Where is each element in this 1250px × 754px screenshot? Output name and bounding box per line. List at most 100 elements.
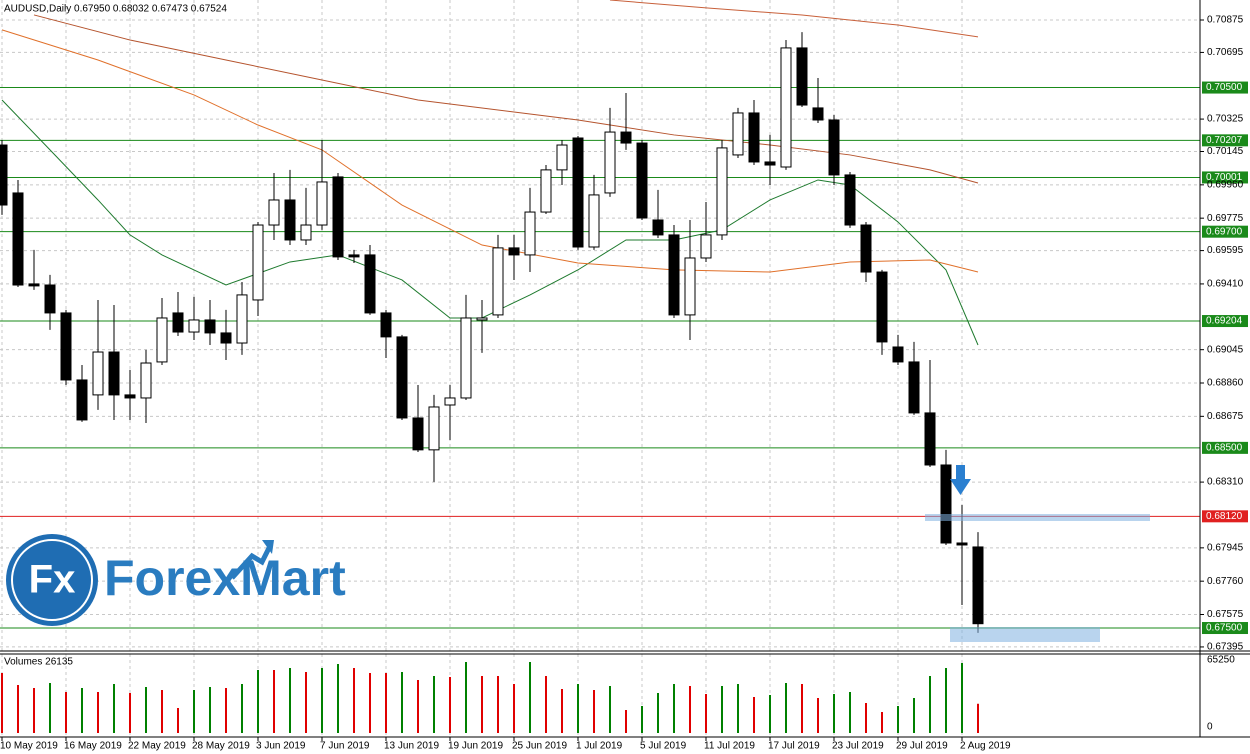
x-tick-label: 1 Jul 2019	[576, 741, 623, 752]
candle-body	[924, 412, 936, 466]
y-tick-label: 0.70145	[1207, 146, 1244, 157]
x-tick-label: 2 Aug 2019	[960, 741, 1011, 752]
y-tick-label: 0.69410	[1207, 279, 1244, 290]
candle-body	[348, 254, 360, 258]
candle-body	[812, 107, 824, 121]
candle-body	[972, 546, 984, 625]
level-label-box	[1202, 622, 1248, 635]
candle-body	[620, 131, 632, 144]
level-label: 0.68120	[1206, 511, 1243, 522]
candle-body	[156, 317, 168, 363]
x-tick-label: 17 Jul 2019	[768, 741, 820, 752]
candle-body	[908, 361, 920, 414]
candle-body	[300, 224, 312, 241]
candle-body	[0, 144, 8, 206]
moving-average	[1, 29, 979, 273]
logo-circle	[6, 534, 98, 626]
candle-body	[76, 379, 88, 421]
candle-body	[460, 317, 472, 399]
candle-body	[940, 464, 952, 544]
level-label-box	[1202, 225, 1248, 238]
x-tick-label: 10 May 2019	[0, 741, 58, 752]
y-tick-label: 0.67945	[1207, 542, 1244, 553]
candle-body	[780, 47, 792, 168]
y-tick-label: 0.68860	[1207, 378, 1244, 389]
candle-body	[748, 112, 760, 163]
candle-body	[508, 247, 520, 256]
candle-body	[604, 131, 616, 194]
y-tick-label: 0.69960	[1207, 179, 1244, 190]
grid	[0, 0, 1200, 737]
y-tick-label: 0.69045	[1207, 344, 1244, 355]
logo-arrow-head	[262, 540, 274, 554]
x-tick-label: 29 Jul 2019	[896, 741, 948, 752]
level-label-box	[1202, 171, 1248, 184]
level-label-box	[1202, 441, 1248, 454]
logo-name: ForexMart	[104, 550, 346, 606]
candle-body	[492, 247, 504, 316]
candle-body	[956, 542, 968, 546]
candle-body	[556, 144, 568, 171]
candle-body	[572, 137, 584, 248]
candle-body	[380, 312, 392, 338]
x-tick-label: 5 Jul 2019	[640, 741, 687, 752]
level-label-box	[1202, 510, 1248, 523]
y-tick-label: 0.68310	[1207, 477, 1244, 488]
candle-body	[684, 257, 696, 316]
level-label-box	[1202, 315, 1248, 328]
candle-body	[124, 394, 136, 399]
y-tick-label: 0.67760	[1207, 576, 1244, 587]
candle-body	[860, 224, 872, 273]
candle-body	[876, 271, 888, 343]
candle-body	[476, 317, 488, 321]
level-label: 0.70001	[1206, 172, 1243, 183]
y-tick-label: 0.69595	[1207, 245, 1244, 256]
candle-body	[700, 234, 712, 259]
candle-body	[652, 219, 664, 236]
candle-body	[60, 312, 72, 381]
levels: 0.70500 0.70207 0.70001 0.69700 0.69204 0.685…	[0, 81, 1248, 635]
candle-body	[844, 174, 856, 226]
candle-body	[204, 319, 216, 334]
logo-arrow	[230, 544, 273, 580]
chart-header: AUDUSD,Daily 0.67950 0.68032 0.67473 0.6…	[4, 4, 227, 15]
candle-body	[764, 161, 776, 166]
candle-body	[892, 346, 904, 363]
volumes	[1, 661, 979, 733]
candle-body	[524, 211, 536, 256]
decor: Fx ForexMart	[6, 465, 1150, 642]
x-tick-label: 28 May 2019	[192, 741, 250, 752]
y-tick-label: 0.68675	[1207, 411, 1244, 422]
level-label: 0.69700	[1206, 226, 1243, 237]
logo-mark: Fx	[29, 558, 76, 602]
x-tick-label: 16 May 2019	[64, 741, 122, 752]
candle-body	[588, 194, 600, 248]
candle-body	[428, 406, 440, 451]
y-tick-label: 0.67575	[1207, 609, 1244, 620]
candle-body	[268, 199, 280, 226]
logo-ring	[11, 539, 93, 621]
candle-body	[796, 47, 808, 106]
level-label-box	[1202, 134, 1248, 147]
candle-body	[12, 192, 24, 286]
x-tick-label: 25 Jun 2019	[512, 741, 567, 752]
candle-body	[540, 169, 552, 213]
volume-tick-label: 0	[1207, 722, 1213, 733]
candle-body	[252, 224, 264, 301]
candle-body	[172, 312, 184, 333]
highlight	[950, 627, 1100, 642]
y-tick-label: 0.70695	[1207, 47, 1244, 58]
candle-body	[364, 254, 376, 314]
x-tick-label: 19 Jun 2019	[448, 741, 503, 752]
y-tick-label: 0.69775	[1207, 213, 1244, 224]
candles	[0, 32, 984, 633]
candle-body	[92, 351, 104, 396]
candle-body	[636, 142, 648, 219]
candle-body	[316, 181, 328, 226]
candle-body	[140, 362, 152, 399]
volume-label: Volumes 26135	[4, 657, 73, 668]
moving-average	[609, 0, 979, 38]
arrow	[950, 465, 971, 495]
x-tick-label: 7 Jun 2019	[320, 741, 370, 752]
candle-body	[28, 283, 40, 287]
